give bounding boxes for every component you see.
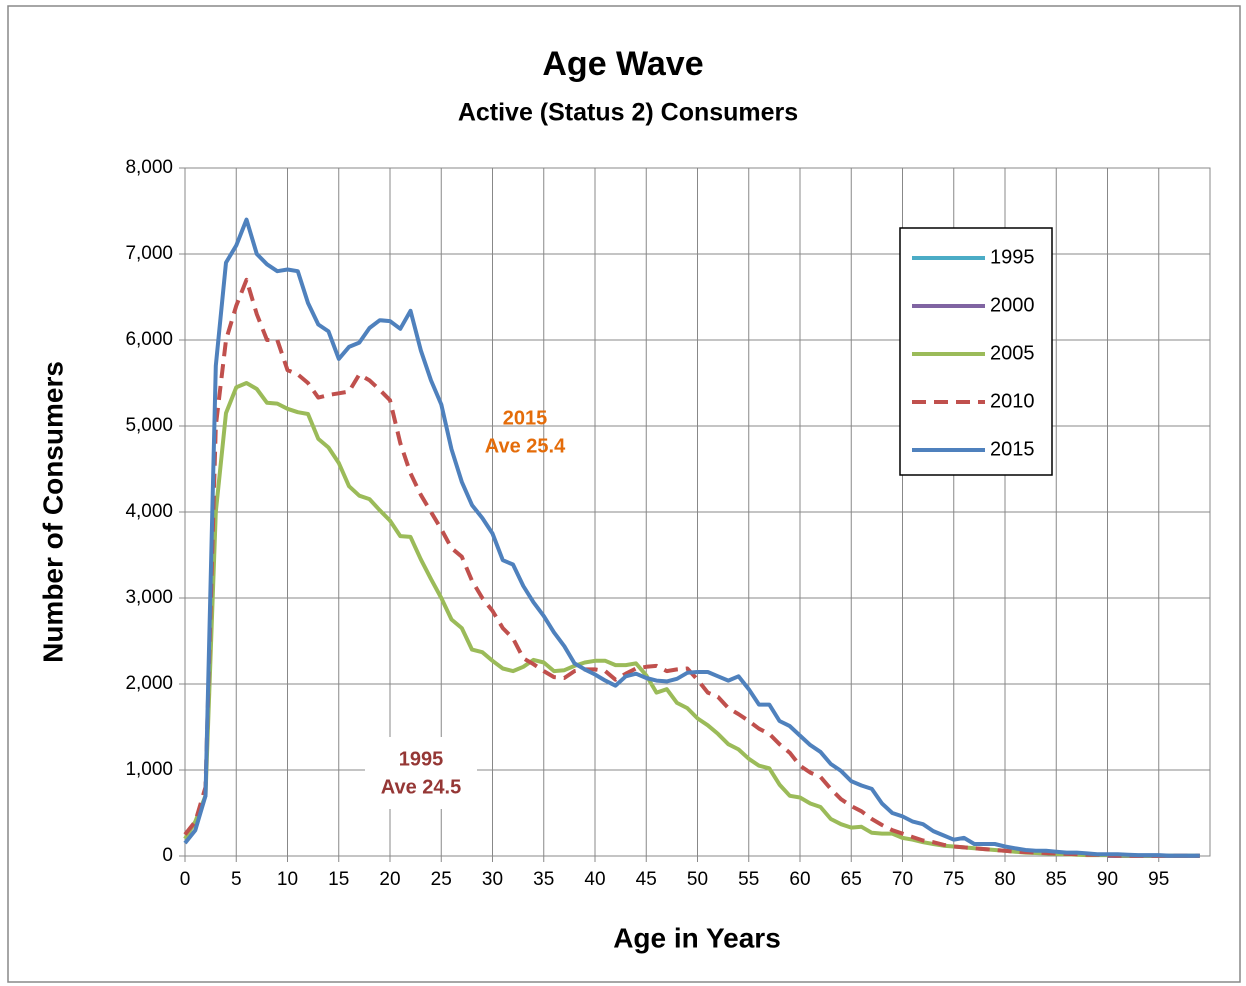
y-tick-label: 4,000 — [125, 501, 173, 522]
annotation: 1995 — [399, 748, 444, 770]
y-tick-label: 0 — [162, 845, 173, 866]
x-tick-label: 45 — [636, 869, 657, 890]
legend-label: 2005 — [990, 342, 1035, 364]
y-tick-label: 7,000 — [125, 243, 173, 264]
legend-label: 2015 — [990, 438, 1035, 460]
x-tick-label: 65 — [841, 869, 862, 890]
y-axis-title: Number of Consumers — [37, 361, 68, 663]
x-tick-label: 0 — [180, 869, 191, 890]
annotation: Ave 24.5 — [381, 776, 461, 798]
y-tick-label: 3,000 — [125, 587, 173, 608]
y-tick-label: 1,000 — [125, 759, 173, 780]
y-tick-label: 5,000 — [125, 415, 173, 436]
plot-border — [184, 167, 1211, 857]
legend-label: 2000 — [990, 294, 1035, 316]
legend-label: 2010 — [990, 390, 1035, 412]
x-tick-label: 55 — [738, 869, 759, 890]
legend-label: 1995 — [990, 246, 1035, 268]
y-tick-label: 2,000 — [125, 673, 173, 694]
x-tick-label: 40 — [584, 869, 605, 890]
legend-box — [899, 227, 1053, 476]
x-tick-label: 85 — [1046, 869, 1067, 890]
x-tick-label: 15 — [328, 869, 349, 890]
chart-title: Age Wave — [542, 45, 703, 83]
chart-subtitle: Active (Status 2) Consumers — [458, 99, 798, 127]
x-tick-label: 50 — [687, 869, 708, 890]
x-tick-label: 35 — [533, 869, 554, 890]
x-tick-label: 25 — [431, 869, 452, 890]
x-tick-label: 20 — [379, 869, 400, 890]
x-tick-label: 95 — [1148, 869, 1169, 890]
y-tick-label: 8,000 — [125, 157, 173, 178]
y-tick-label: 6,000 — [125, 329, 173, 350]
x-tick-label: 60 — [789, 869, 810, 890]
x-tick-label: 90 — [1097, 869, 1118, 890]
x-tick-label: 5 — [231, 869, 242, 890]
annotation-box — [365, 737, 477, 809]
x-tick-label: 70 — [892, 869, 913, 890]
x-tick-label: 10 — [277, 869, 298, 890]
x-tick-label: 75 — [943, 869, 964, 890]
annotation: Ave 25.4 — [485, 435, 566, 457]
x-tick-label: 80 — [994, 869, 1015, 890]
series-line — [183, 217, 1200, 858]
annotation: 2015 — [503, 407, 548, 429]
x-axis-title: Age in Years — [613, 922, 781, 953]
x-tick-label: 30 — [482, 869, 503, 890]
